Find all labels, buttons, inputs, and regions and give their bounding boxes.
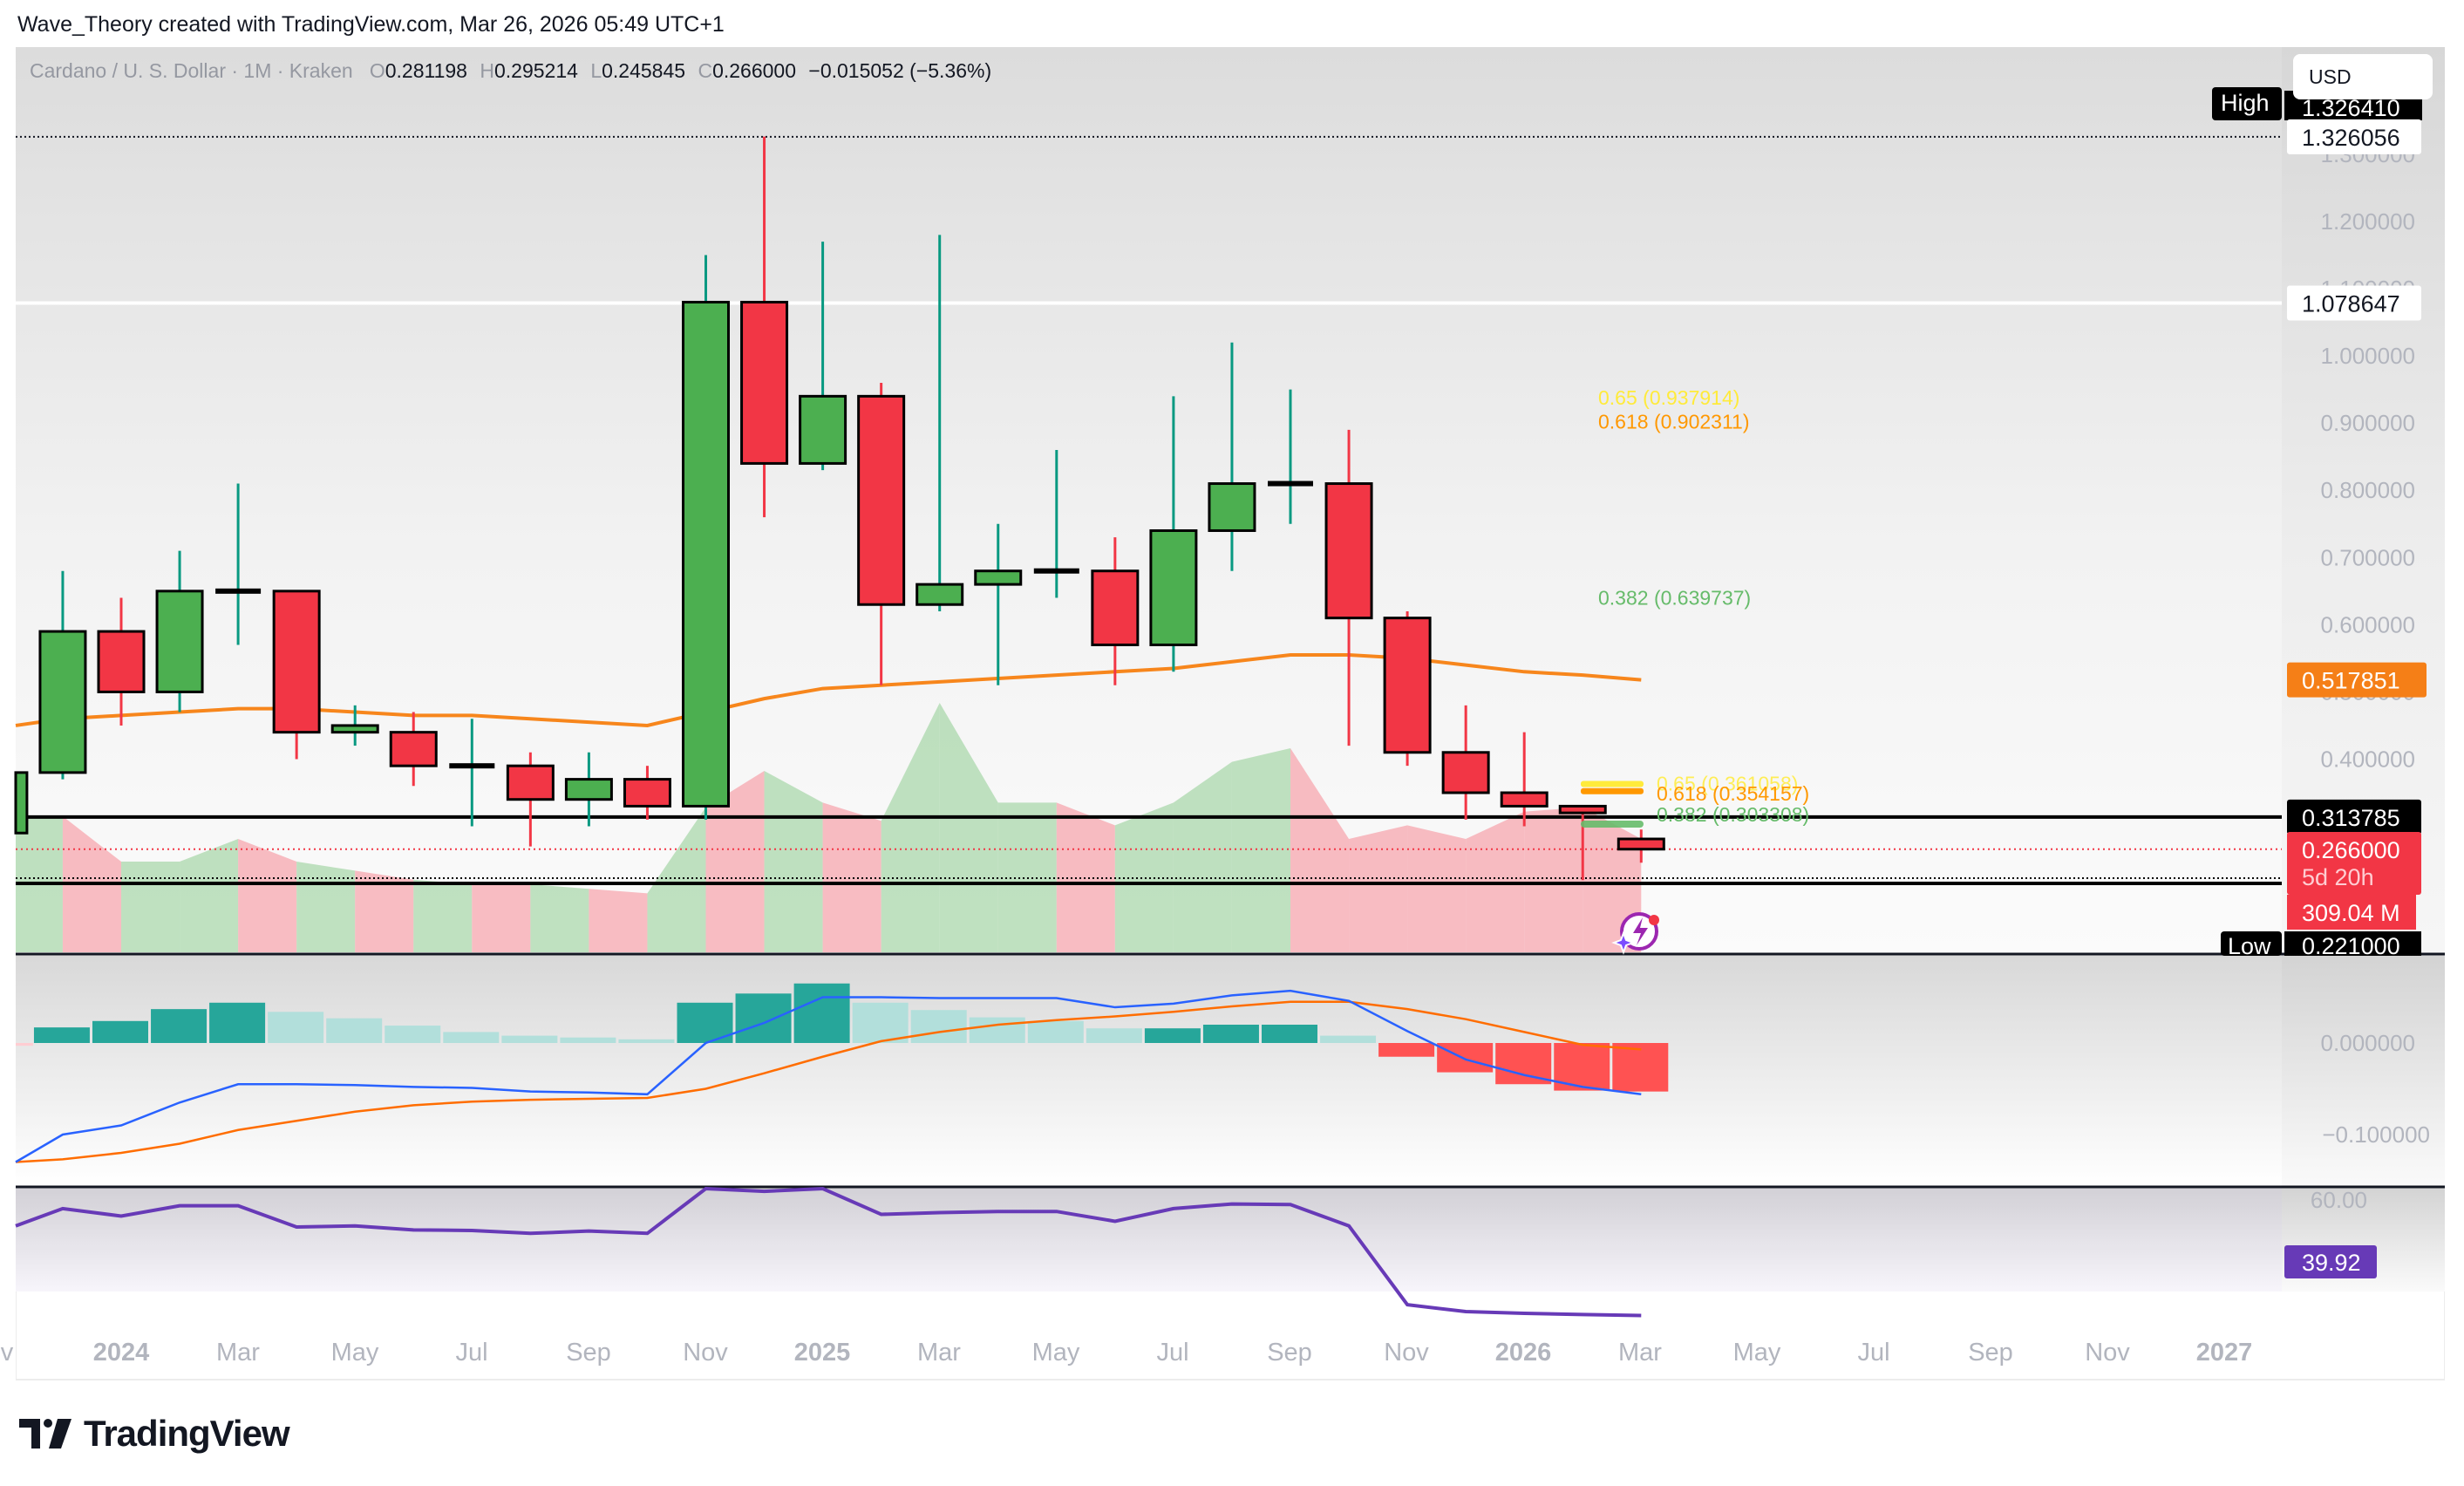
svg-text:0.000000: 0.000000 [2321,1030,2415,1056]
svg-text:Nov: Nov [1384,1339,1429,1367]
svg-text:May: May [1733,1339,1781,1367]
time-axis[interactable]: v 2024 Mar May Jul Sep Nov 2025 Mar May Jul Sep Nov 2… [1,1339,2445,1380]
svg-text:Jul: Jul [1156,1339,1188,1367]
high-label: H [480,59,494,82]
close-label: C [698,59,713,82]
svg-text:Mar: Mar [917,1339,961,1367]
svg-text:0.618 (0.354157): 0.618 (0.354157) [1657,782,1809,805]
svg-text:60.00: 60.00 [2311,1187,2367,1213]
svg-text:309.04 M: 309.04 M [2302,900,2400,926]
tradingview-logo-text: TradingView [84,1413,290,1454]
candlesticks [14,136,1665,881]
svg-text:Mar: Mar [1618,1339,1662,1367]
open-label: O [369,59,385,82]
high-value: 0.295214 [494,59,578,82]
svg-text:Sep: Sep [1267,1339,1312,1367]
svg-text:2024: 2024 [93,1339,150,1367]
svg-text:v: v [1,1339,14,1367]
svg-text:May: May [331,1339,379,1367]
svg-text:0.65 (0.361058): 0.65 (0.361058) [1657,772,1798,794]
svg-text:5d 20h: 5d 20h [2302,864,2374,890]
svg-text:0.400000: 0.400000 [2321,746,2415,772]
svg-text:2027: 2027 [2196,1339,2253,1367]
horizontal-levels [16,135,2282,885]
svg-text:0.700000: 0.700000 [2321,544,2415,570]
svg-text:0.313785: 0.313785 [2302,805,2400,831]
currency-button[interactable]: USD [2293,54,2433,99]
macd-pane [15,983,1669,1163]
svg-text:2026: 2026 [1495,1339,1552,1367]
fib-levels: 0.65 (0.937914)0.618 (0.902311) 0.382 (0.… [1581,386,1809,828]
svg-text:0.517851: 0.517851 [2302,668,2400,694]
open-value: 0.281198 [385,59,467,82]
change-value: −0.015052 (−5.36%) [808,59,992,82]
svg-text:1.200000: 1.200000 [2321,208,2415,235]
pane-backgrounds [16,47,2445,1292]
svg-text:Mar: Mar [216,1339,260,1367]
tradingview-logo[interactable]: TradingView [19,1413,290,1455]
svg-text:Low: Low [2228,933,2271,959]
chart-credit: Wave_Theory created with TradingView.com… [17,12,725,37]
svg-text:2025: 2025 [794,1339,851,1367]
low-value: 0.245845 [602,59,686,82]
svg-text:−0.100000: −0.100000 [2322,1121,2430,1148]
low-label: L [590,59,602,82]
svg-text:0.65 (0.937914): 0.65 (0.937914) [1598,386,1739,409]
volume-area [16,703,1642,952]
svg-text:High: High [2221,90,2270,116]
symbol-name[interactable]: Cardano / U. S. Dollar · 1M · Kraken [30,59,353,82]
svg-text:1.000000: 1.000000 [2321,343,2415,369]
svg-text:0.382 (0.303308): 0.382 (0.303308) [1657,803,1809,826]
svg-text:0.221000: 0.221000 [2302,933,2400,959]
svg-text:0.800000: 0.800000 [2321,477,2415,503]
svg-text:1.078647: 1.078647 [2302,291,2400,317]
svg-text:0.382 (0.639737): 0.382 (0.639737) [1598,587,1751,610]
svg-text:0.618 (0.902311): 0.618 (0.902311) [1598,410,1750,433]
tradingview-logo-icon [19,1419,71,1449]
price-axis[interactable]: 1.3000001.2000001.1000001.0000000.900000… [2212,47,2445,1292]
svg-text:39.92: 39.92 [2302,1250,2361,1276]
assistant-icon[interactable] [1611,912,1659,955]
svg-text:0.266000: 0.266000 [2302,837,2400,863]
svg-text:0.600000: 0.600000 [2321,611,2415,637]
svg-text:0.900000: 0.900000 [2321,410,2415,436]
svg-text:1.326056: 1.326056 [2302,125,2400,151]
svg-text:Nov: Nov [683,1339,728,1367]
svg-text:1.326410: 1.326410 [2302,95,2400,121]
svg-text:Nov: Nov [2085,1339,2130,1367]
svg-text:May: May [1032,1339,1080,1367]
rsi-pane [15,1186,1642,1318]
close-value: 0.266000 [712,59,797,82]
svg-text:Sep: Sep [566,1339,611,1367]
svg-text:Jul: Jul [455,1339,487,1367]
svg-text:Sep: Sep [1968,1339,2013,1367]
svg-text:Jul: Jul [1857,1339,1889,1367]
symbol-legend: Cardano / U. S. Dollar · 1M · Kraken O0.… [30,59,991,83]
